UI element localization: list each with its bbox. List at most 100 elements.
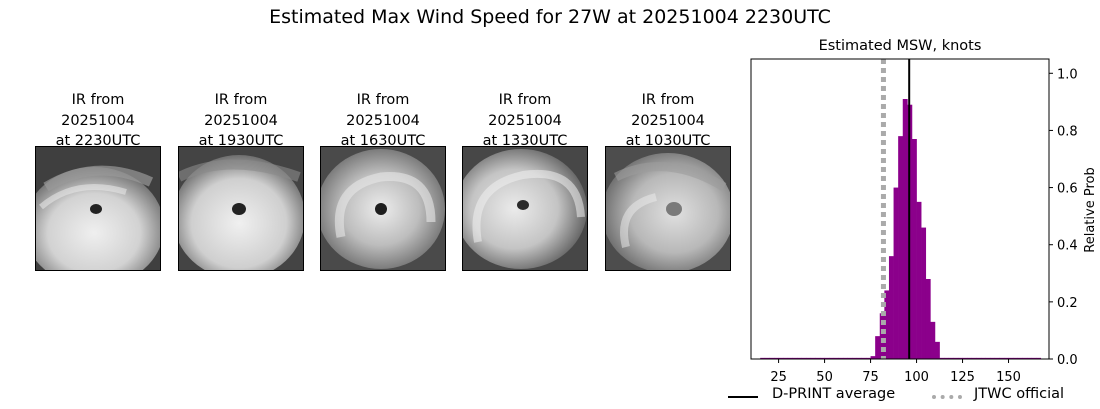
ir-panel-title-line3: at 1630UTC bbox=[340, 133, 426, 149]
ir-panel-title-line1: IR from bbox=[214, 92, 268, 108]
histogram-bar bbox=[953, 357, 959, 359]
y-axis-label: Relative Prob bbox=[1083, 167, 1098, 252]
histogram-bar bbox=[829, 357, 835, 359]
histogram-bar bbox=[934, 341, 940, 359]
histogram-bar bbox=[815, 357, 821, 359]
ir-panel-title-line3: at 2230UTC bbox=[55, 133, 141, 149]
x-tick-label: 50 bbox=[816, 370, 833, 385]
x-tick-label: 25 bbox=[770, 370, 787, 385]
histogram-bar bbox=[760, 357, 766, 359]
ir-panel-title-line3: at 1030UTC bbox=[625, 133, 711, 149]
histogram-bar bbox=[810, 357, 816, 359]
histogram-bar bbox=[884, 290, 890, 359]
histogram-bar bbox=[764, 357, 770, 359]
histogram-bar bbox=[773, 357, 779, 359]
legend-label-dprint: D-PRINT average bbox=[772, 386, 896, 402]
histogram-bar bbox=[865, 357, 871, 359]
histogram-bar bbox=[921, 227, 927, 359]
ir-satellite-image bbox=[605, 146, 731, 271]
histogram-bar bbox=[870, 356, 876, 359]
histogram-bar bbox=[939, 357, 945, 359]
histogram-bar bbox=[898, 136, 904, 359]
histogram-bar bbox=[847, 357, 853, 359]
figure-title: Estimated Max Wind Speed for 27W at 2025… bbox=[269, 6, 831, 28]
x-tick-label: 150 bbox=[996, 370, 1021, 385]
histogram-bar bbox=[888, 256, 894, 359]
histogram-bar bbox=[902, 99, 908, 359]
histogram-bar bbox=[778, 357, 784, 359]
ir-panel-title: IR from 20251004 at 2230UTC bbox=[5, 90, 191, 152]
histogram-bar bbox=[796, 357, 802, 359]
ir-panel-title: IR from 20251004 at 1330UTC bbox=[432, 90, 618, 152]
histogram-bar bbox=[994, 357, 1000, 359]
ir-panel-title: IR from 20251004 at 1930UTC bbox=[148, 90, 334, 152]
y-tick-label: 0.0 bbox=[1057, 353, 1078, 368]
histogram-bar bbox=[806, 357, 812, 359]
x-tick-label: 100 bbox=[904, 370, 929, 385]
histogram-bar bbox=[879, 313, 885, 359]
y-tick-label: 0.8 bbox=[1057, 124, 1078, 139]
ir-panel-title-line2: 20251004 bbox=[61, 112, 135, 129]
ir-satellite-image bbox=[320, 146, 446, 271]
ir-panel-title-line1: IR from bbox=[356, 92, 410, 108]
ir-panel-title: IR from 20251004 at 1030UTC bbox=[575, 90, 761, 152]
x-tick-label: 75 bbox=[862, 370, 879, 385]
histogram-bar bbox=[875, 336, 881, 359]
histogram-bar bbox=[967, 357, 973, 359]
legend-label-jtwc: JTWC official bbox=[974, 386, 1065, 402]
histogram-bar bbox=[1013, 357, 1019, 359]
ir-panel-title-line1: IR from bbox=[71, 92, 125, 108]
ir-panel-title-line2: 20251004 bbox=[204, 112, 278, 129]
ir-panel-title-line2: 20251004 bbox=[346, 112, 420, 129]
histogram-bar bbox=[1036, 357, 1042, 359]
plot-frame bbox=[750, 58, 1050, 360]
histogram-bar bbox=[1008, 357, 1014, 359]
histogram-bar bbox=[852, 357, 858, 359]
histogram-bar bbox=[1022, 357, 1028, 359]
x-tick-label: 125 bbox=[950, 370, 975, 385]
histogram-bar bbox=[911, 139, 917, 359]
ir-panel-title-line1: IR from bbox=[641, 92, 695, 108]
histogram-bar bbox=[1026, 357, 1032, 359]
y-tick-label: 1.0 bbox=[1057, 67, 1078, 82]
histogram-bar bbox=[783, 357, 789, 359]
histogram-bar bbox=[792, 357, 798, 359]
histogram-bar bbox=[999, 357, 1005, 359]
histogram-bar bbox=[861, 357, 867, 359]
ir-satellite-image bbox=[462, 146, 588, 271]
ir-panel-title-line2: 20251004 bbox=[488, 112, 562, 129]
ir-panel-title-line1: IR from bbox=[498, 92, 552, 108]
histogram-bar bbox=[838, 357, 844, 359]
histogram-bar bbox=[833, 357, 839, 359]
histogram-bar bbox=[990, 357, 996, 359]
histogram-bar bbox=[1031, 357, 1037, 359]
ir-panel-title-line2: 20251004 bbox=[631, 112, 705, 129]
legend-swatch-dprint bbox=[728, 396, 758, 398]
ir-satellite-image bbox=[178, 146, 304, 271]
histogram-bar bbox=[819, 357, 825, 359]
histogram-bar bbox=[957, 357, 963, 359]
histogram-bar bbox=[980, 357, 986, 359]
histogram-bar bbox=[769, 357, 775, 359]
histogram-bar bbox=[801, 357, 807, 359]
histogram-bar bbox=[925, 279, 931, 359]
histogram-bar bbox=[971, 357, 977, 359]
histogram-bar bbox=[962, 357, 968, 359]
ir-satellite-image bbox=[35, 146, 161, 271]
histogram-bar bbox=[856, 357, 862, 359]
histogram-bar bbox=[916, 201, 922, 359]
histogram-bar bbox=[985, 357, 991, 359]
histogram-bar bbox=[1017, 357, 1023, 359]
histogram-bar bbox=[787, 357, 793, 359]
histogram-bar bbox=[944, 357, 950, 359]
chart-title: Estimated MSW, knots bbox=[819, 38, 982, 54]
histogram-bar bbox=[930, 321, 936, 359]
histogram-bar bbox=[976, 357, 982, 359]
histogram-bar bbox=[948, 357, 954, 359]
histogram-bar bbox=[1003, 357, 1009, 359]
ir-panel-title-line3: at 1330UTC bbox=[482, 133, 568, 149]
histogram-bar bbox=[842, 357, 848, 359]
ir-panel-title-line3: at 1930UTC bbox=[198, 133, 284, 149]
histogram-bar bbox=[893, 187, 899, 359]
